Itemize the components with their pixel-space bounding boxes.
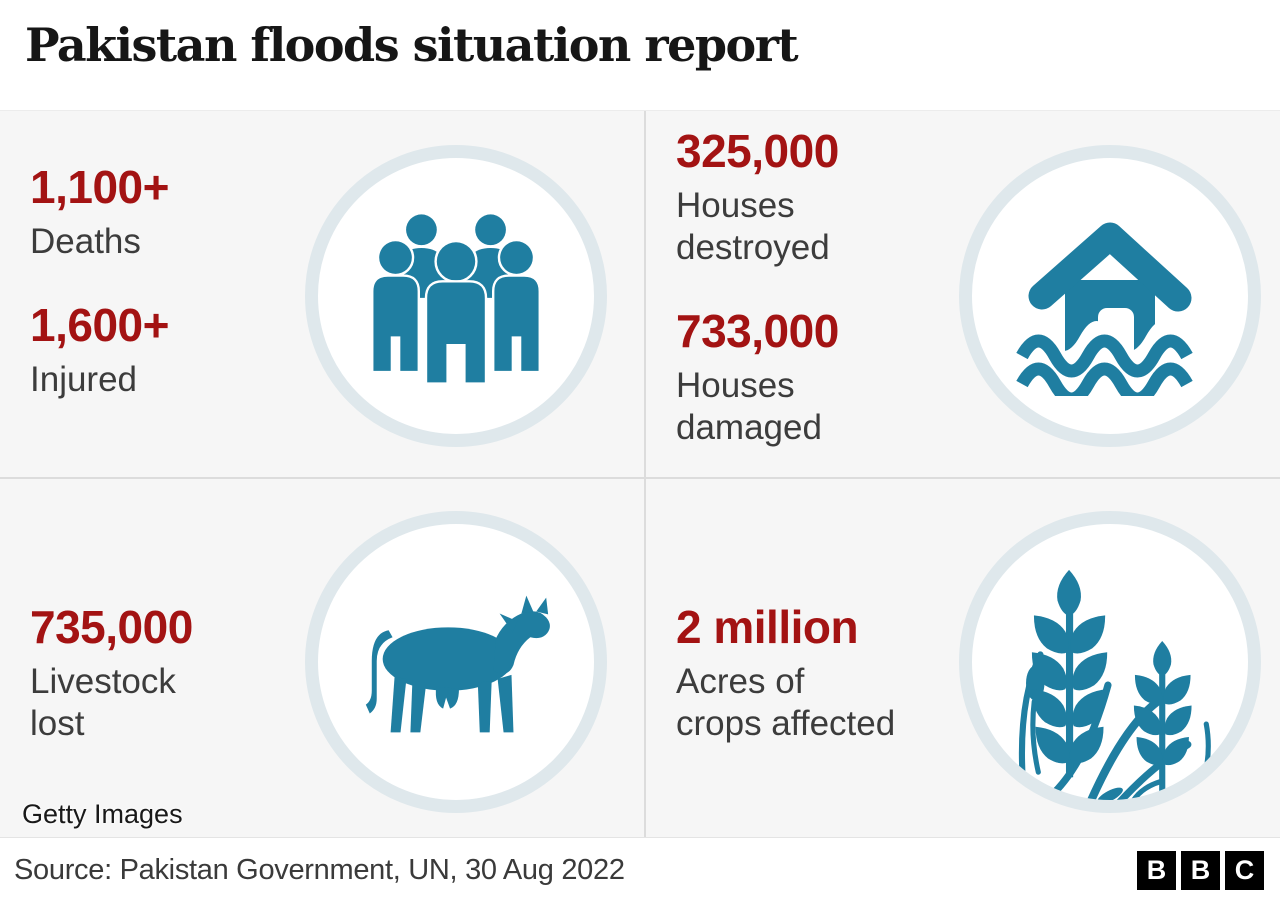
stat-label: Deaths <box>30 221 141 261</box>
stat-label: Acres of crops affected <box>676 661 896 744</box>
stat-value: 325,000 <box>676 125 839 177</box>
cow-icon-circle <box>305 511 607 813</box>
source-text: Source: Pakistan Government, UN, 30 Aug … <box>14 853 625 886</box>
stat-value: 735,000 <box>30 601 193 653</box>
bbc-logo: B B C <box>1137 850 1264 890</box>
stat-value: 733,000 <box>676 305 839 357</box>
horizontal-divider <box>0 477 1280 479</box>
cow-icon <box>365 595 550 733</box>
stat-livestock-lost: 735,000 Livestock lost <box>30 601 193 746</box>
stat-label: Injured <box>30 359 138 399</box>
stat-label: Houses destroyed <box>676 185 830 268</box>
stat-value: 1,600+ <box>30 299 169 351</box>
stat-houses-destroyed: 325,000 Houses destroyed <box>676 125 839 270</box>
stat-label: Livestock lost <box>30 661 176 744</box>
wheat-icon <box>1018 569 1211 800</box>
bbc-logo-letter: B <box>1137 850 1176 890</box>
stat-injured: 1,600+ Injured <box>30 299 169 401</box>
stat-value: 1,100+ <box>30 161 169 213</box>
people-icon <box>371 214 541 385</box>
stat-houses-damaged: 733,000 Houses damaged <box>676 305 839 450</box>
footer: Source: Pakistan Government, UN, 30 Aug … <box>0 840 1280 900</box>
vertical-divider <box>644 111 646 837</box>
page-title: Pakistan floods situation report <box>25 18 799 72</box>
flooded-house-icon <box>1014 222 1210 396</box>
stat-label: Houses damaged <box>676 365 822 448</box>
people-icon-circle <box>305 145 607 447</box>
bbc-logo-letter: B <box>1181 850 1220 890</box>
stat-deaths: 1,100+ Deaths <box>30 161 169 263</box>
stat-value: 2 million <box>676 601 859 653</box>
stat-crops-affected: 2 million Acres of crops affected <box>676 601 896 746</box>
image-credit: Getty Images <box>22 799 183 829</box>
flooded-house-icon-circle <box>959 145 1261 447</box>
wheat-icon-circle <box>959 511 1261 813</box>
bbc-logo-letter: C <box>1225 850 1264 890</box>
